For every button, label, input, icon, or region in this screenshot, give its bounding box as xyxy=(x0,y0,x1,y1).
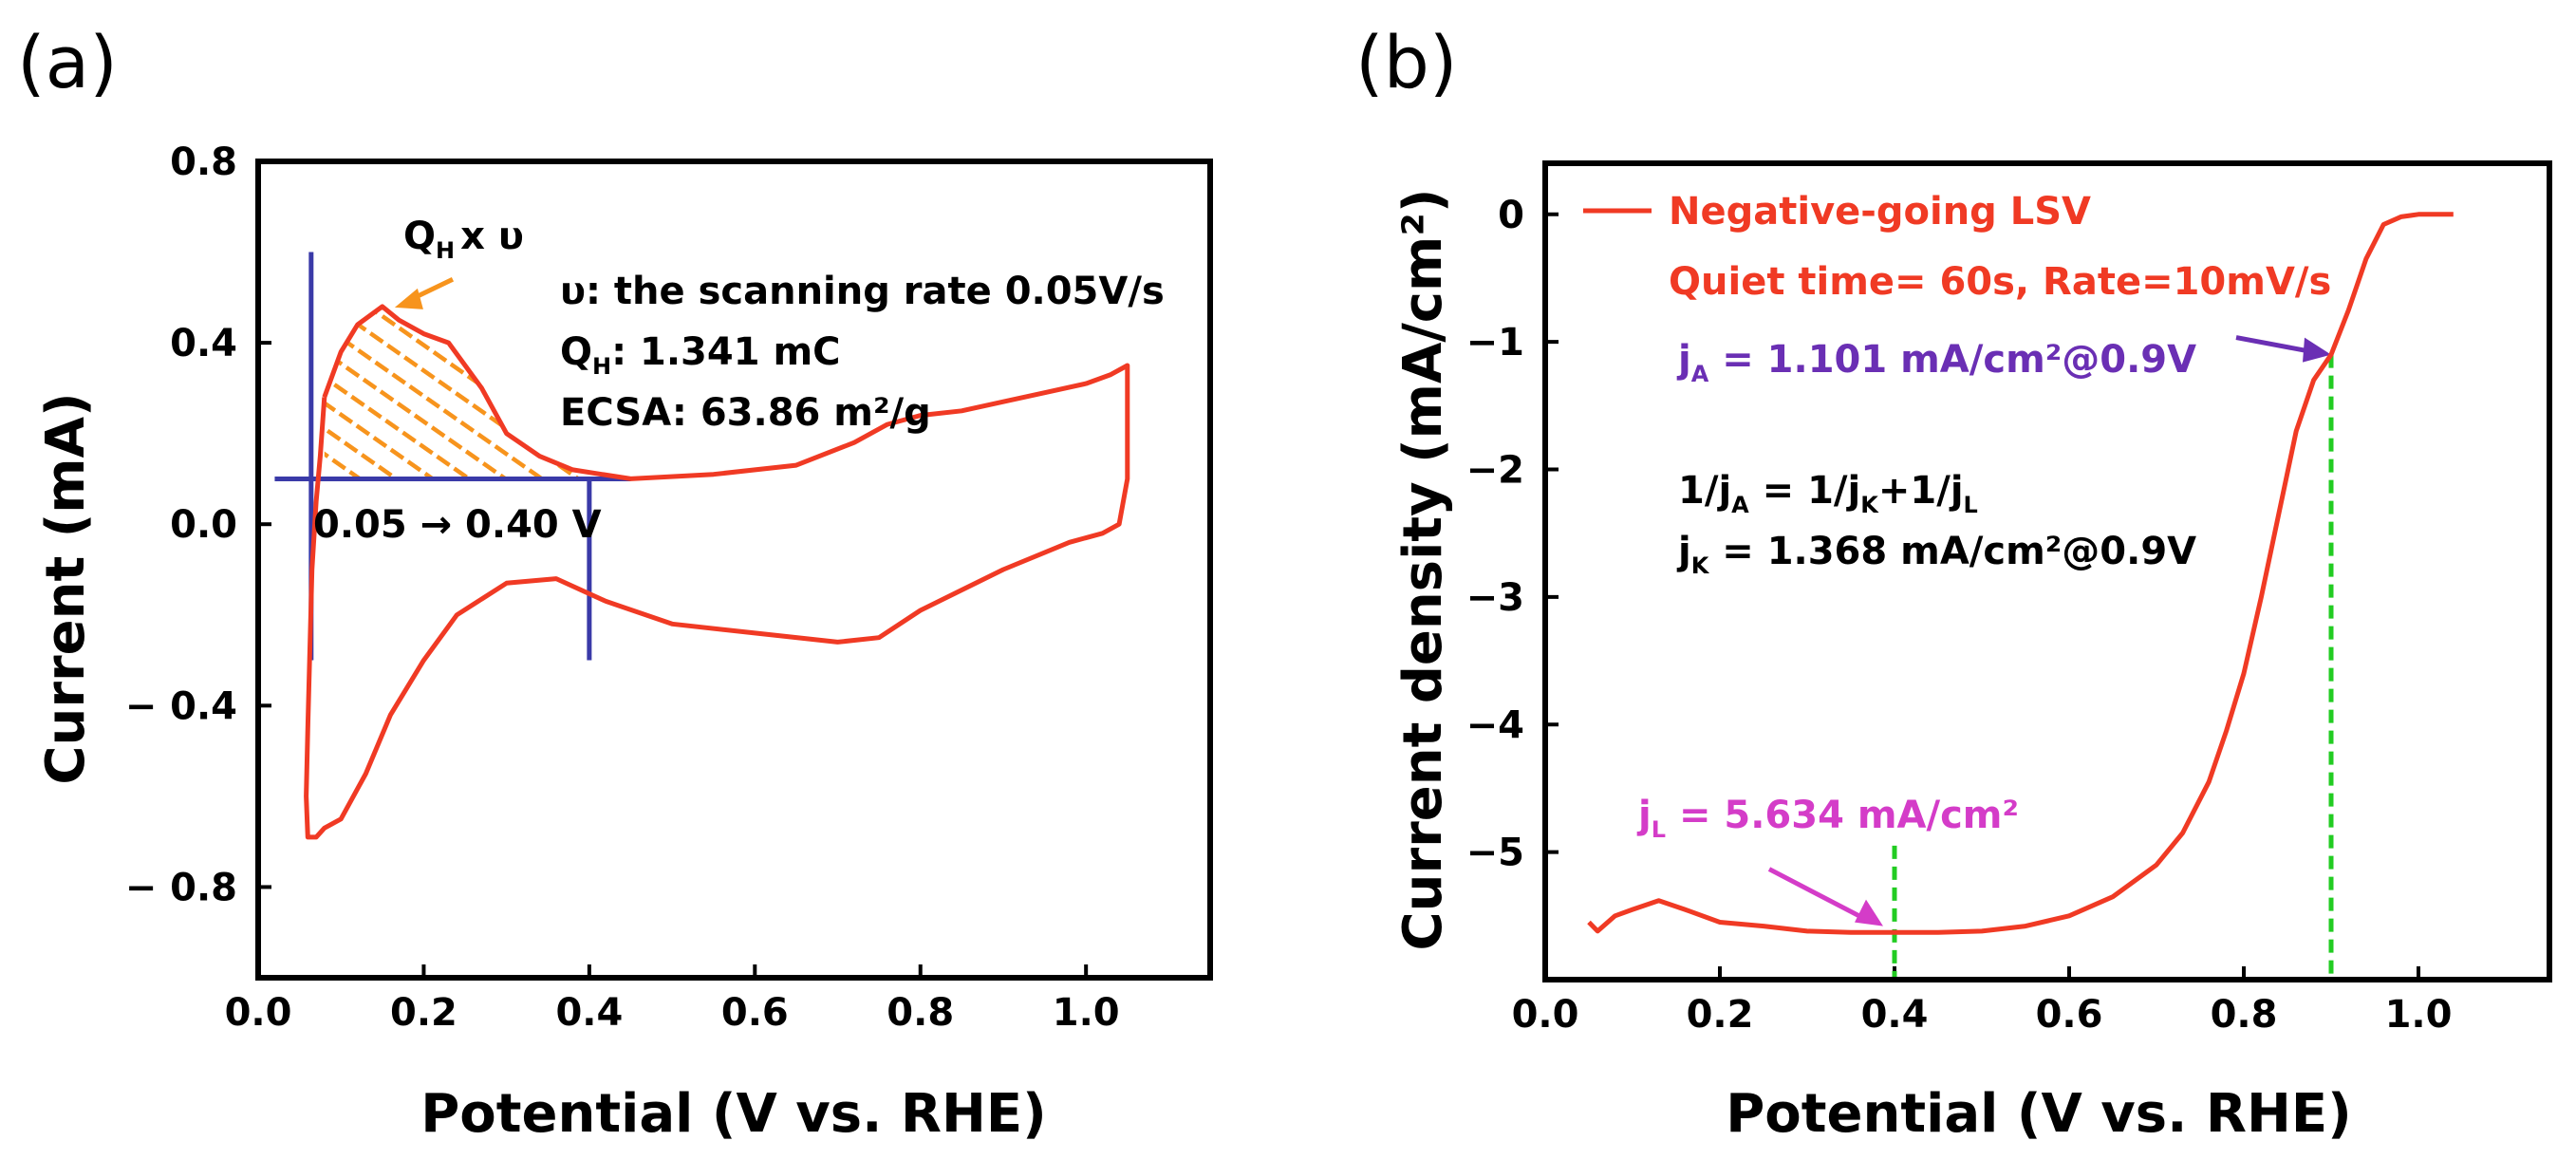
y-tick-label: − 0.4 xyxy=(125,684,237,728)
x-tick-label: 0.0 xyxy=(225,991,292,1035)
panel-a-y-axis-label: Current (mA) xyxy=(35,392,97,784)
x-tick-label: 0.2 xyxy=(390,991,457,1035)
x-tick-label: 0.8 xyxy=(887,991,954,1035)
formula-q: Q xyxy=(403,215,436,258)
koutecky-levich-equation: 1/jA = 1/jK+1/jL xyxy=(1678,469,1978,518)
x-tick-label: 0.4 xyxy=(555,991,623,1035)
panel-b-ticks: 0.0 0.2 0.4 0.6 0.8 1.0 0 −1 −2 −3 −4 −5 xyxy=(1466,194,2453,1037)
integration-range-label: 0.05 → 0.40 V xyxy=(313,503,602,547)
scan-rate-label: υ: the scanning rate 0.05V/s xyxy=(560,270,1165,313)
y-tick-label: 0.8 xyxy=(170,140,237,184)
y-tick-label: 0.4 xyxy=(170,322,237,365)
panel-a: (a) 0.0 0.2 0.4 0.6 0.8 1.0 0.8 0.4 0.0 − 0.4 − 0.… xyxy=(17,20,1213,1145)
panel-a-qh-formula: QH x υ xyxy=(403,215,524,264)
jk-rest: = 1.368 mA/cm²@0.9V xyxy=(1708,530,2196,573)
jl-sub: L xyxy=(1652,816,1666,843)
x-tick-label: 0.6 xyxy=(721,991,789,1035)
kl-part3: +1/j xyxy=(1878,469,1964,513)
y-tick-label: −2 xyxy=(1466,449,1524,493)
panel-b-plot-frame xyxy=(1542,160,2552,982)
x-tick-label: 0.0 xyxy=(1512,993,1579,1037)
x-tick-label: 0.4 xyxy=(1861,993,1929,1037)
jl-label: jL = 5.634 mA/cm² xyxy=(1636,794,2019,843)
y-tick-label: 0 xyxy=(1498,194,1524,237)
qh-q: Q xyxy=(560,330,592,374)
y-tick-label: 0.0 xyxy=(170,503,237,547)
kl-part1: 1/j xyxy=(1678,469,1731,513)
legend-label: Negative-going LSV xyxy=(1669,190,2091,234)
formula-rest: x υ xyxy=(460,215,524,258)
panel-a-letter: (a) xyxy=(17,20,118,104)
jk-j: j xyxy=(1676,530,1691,573)
kl-sub3: L xyxy=(1964,492,1978,518)
panel-b-y-axis-label: Current density (mA/cm²) xyxy=(1392,189,1454,951)
panel-a-cv-curve xyxy=(274,252,1130,840)
ja-rest: = 1.101 mA/cm²@0.9V xyxy=(1708,338,2196,382)
x-tick-label: 1.0 xyxy=(2385,993,2453,1037)
x-tick-label: 0.8 xyxy=(2211,993,2278,1037)
kl-part2: = 1/j xyxy=(1749,469,1861,513)
formula-sub-h: H xyxy=(436,237,455,264)
ja-arrow-head xyxy=(2303,337,2331,363)
ecsa-label: ECSA: 63.86 m²/g xyxy=(560,391,931,435)
y-tick-label: − 0.8 xyxy=(125,866,237,909)
x-tick-label: 1.0 xyxy=(1053,991,1120,1035)
ja-label: jA = 1.101 mA/cm²@0.9V xyxy=(1676,338,2196,387)
jl-arrow-shaft xyxy=(1767,867,1866,921)
peak-arrow-head xyxy=(394,288,423,309)
y-tick-label: −5 xyxy=(1466,832,1524,875)
y-tick-label: −4 xyxy=(1466,703,1524,747)
panel-a-x-axis-label: Potential (V vs. RHE) xyxy=(420,1083,1046,1145)
y-tick-label: −1 xyxy=(1466,321,1524,365)
data-series-line xyxy=(304,304,1130,840)
y-tick-label: −3 xyxy=(1466,576,1524,620)
kl-sub2: K xyxy=(1860,492,1879,518)
conditions-label: Quiet time= 60s, Rate=10mV/s xyxy=(1669,260,2331,304)
ja-j: j xyxy=(1676,338,1691,382)
jk-label: jK = 1.368 mA/cm²@0.9V xyxy=(1676,530,2196,579)
x-tick-label: 0.2 xyxy=(1687,993,1754,1037)
kl-sub1: A xyxy=(1731,492,1749,518)
qh-sub-h: H xyxy=(592,353,611,380)
jl-arrow-head xyxy=(1855,899,1883,926)
jk-sub: K xyxy=(1691,552,1710,579)
panel-a-ticks: 0.0 0.2 0.4 0.6 0.8 1.0 0.8 0.4 0.0 − 0.4 − 0.8 xyxy=(125,140,1120,1035)
data-series-line xyxy=(1587,212,2454,935)
panel-b-lsv-curve xyxy=(1587,212,2454,980)
ja-sub: A xyxy=(1691,361,1709,387)
x-tick-label: 0.6 xyxy=(2036,993,2103,1037)
panel-a-plot-frame xyxy=(255,159,1213,981)
qh-rest: : 1.341 mC xyxy=(611,330,840,374)
jl-rest: = 5.634 mA/cm² xyxy=(1666,794,2019,837)
ja-arrow-shaft xyxy=(2235,335,2313,355)
panel-b-x-axis-label: Potential (V vs. RHE) xyxy=(1726,1083,2351,1145)
qh-value-label: QH: 1.341 mC xyxy=(560,330,841,380)
panel-b: (b) 0.0 0.2 0.4 0.6 0.8 1.0 0 −1 −2 −3 −4 −5 Potent… xyxy=(1355,20,2552,1145)
jl-j: j xyxy=(1636,794,1652,837)
charge-integration-area xyxy=(324,306,589,479)
panel-b-letter: (b) xyxy=(1355,20,1458,104)
